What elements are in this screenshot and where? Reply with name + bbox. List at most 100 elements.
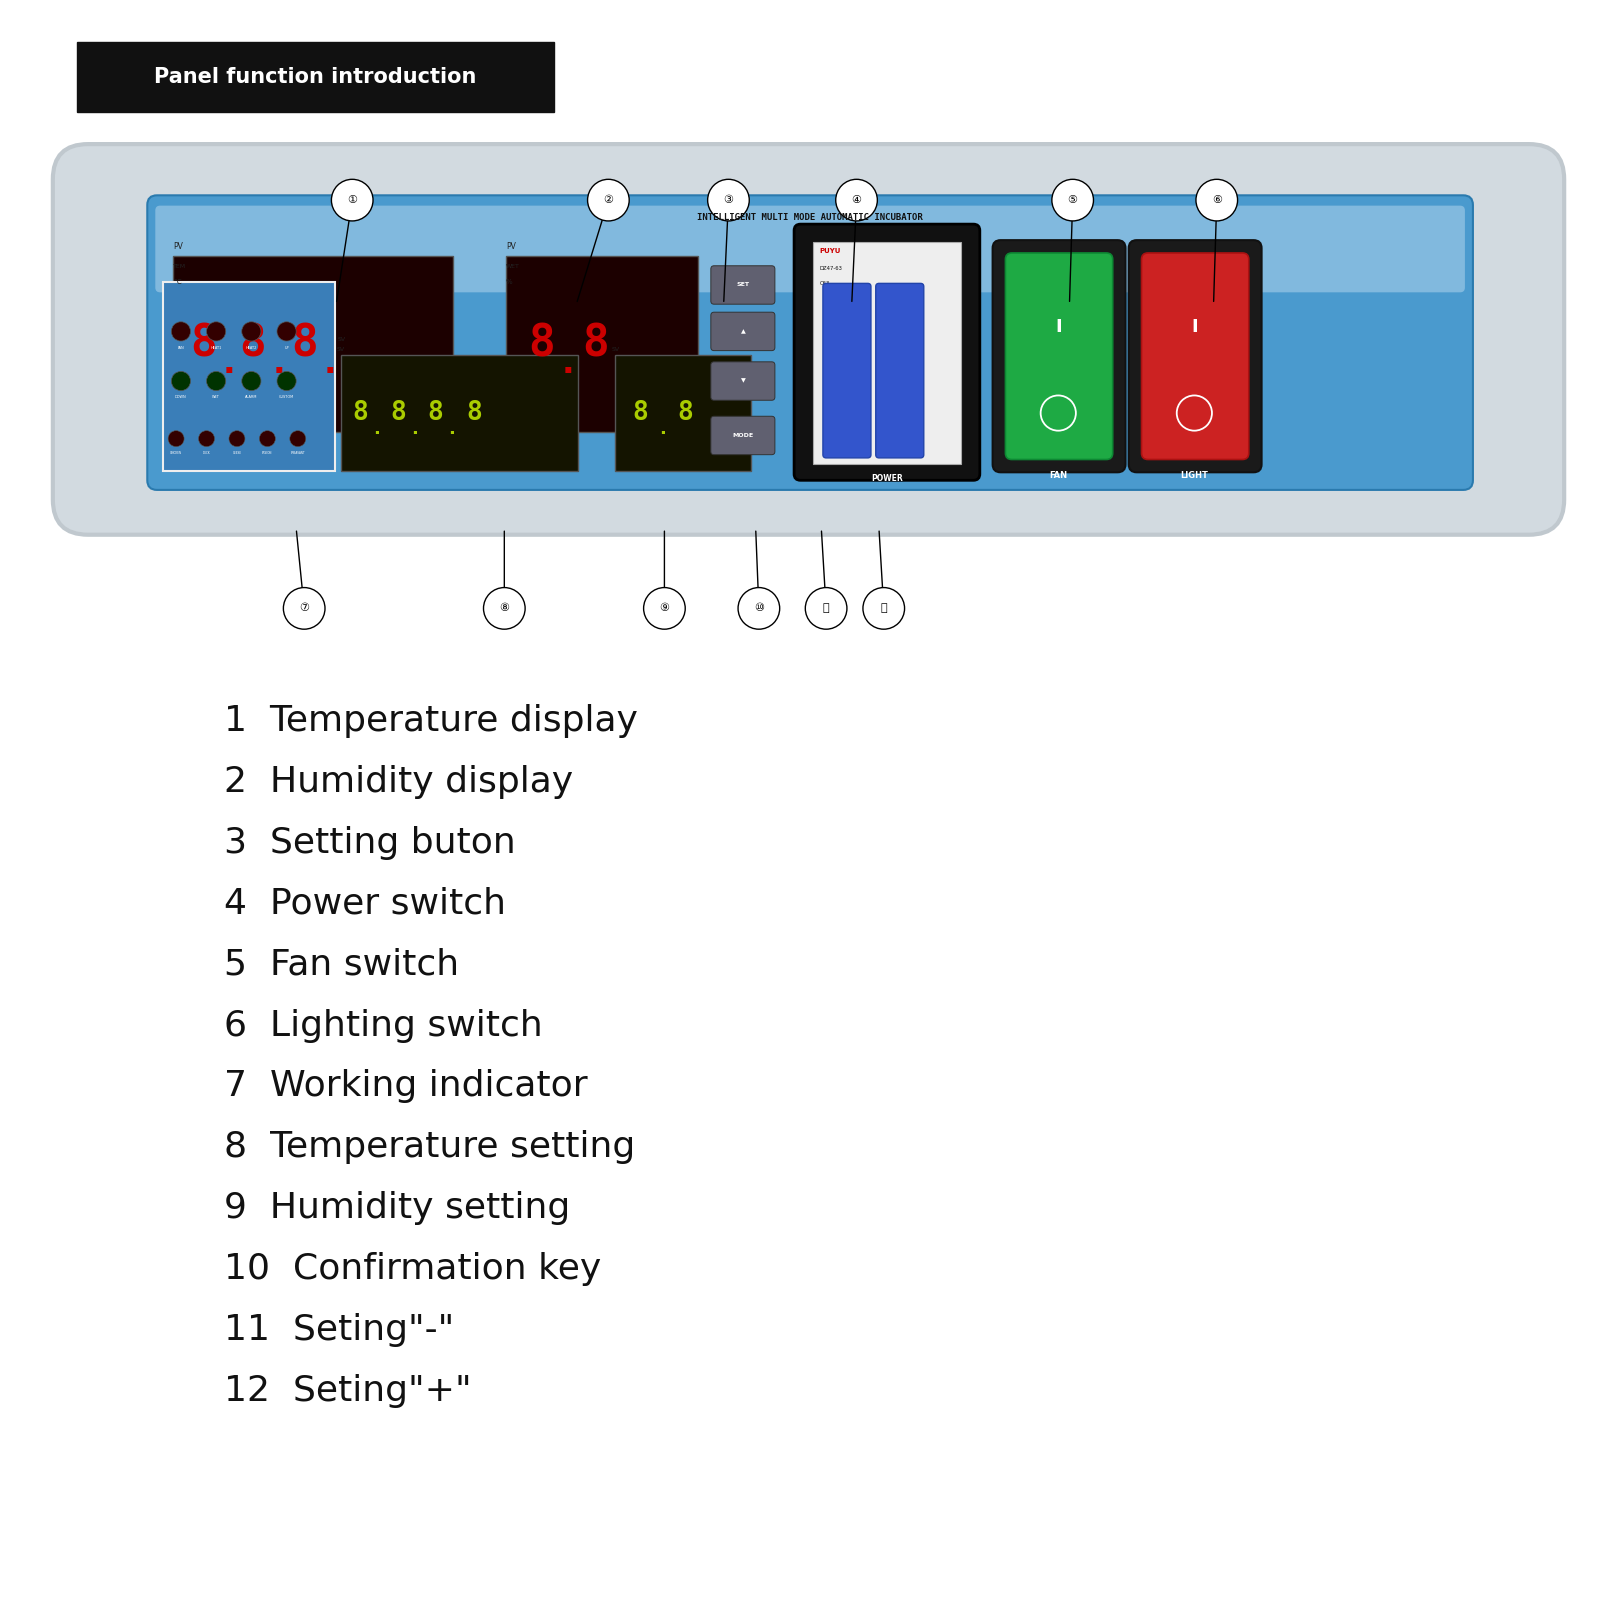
Text: PV: PV <box>506 242 516 251</box>
Text: ⑫: ⑫ <box>881 604 887 613</box>
Circle shape <box>863 588 905 629</box>
Text: 8: 8 <box>352 400 368 426</box>
Text: 8: 8 <box>528 323 554 365</box>
Text: 12  Seting"+": 12 Seting"+" <box>224 1374 472 1407</box>
Text: ⑪: ⑪ <box>823 604 829 613</box>
Circle shape <box>331 179 373 221</box>
Text: ⑨: ⑨ <box>660 604 669 613</box>
Circle shape <box>207 322 226 341</box>
FancyBboxPatch shape <box>993 240 1126 472</box>
FancyBboxPatch shape <box>711 416 775 455</box>
Text: .: . <box>562 347 575 379</box>
Circle shape <box>805 588 847 629</box>
Text: 8: 8 <box>291 323 317 365</box>
Text: WET: WET <box>213 395 219 399</box>
Text: 8: 8 <box>391 400 407 426</box>
Text: .: . <box>272 347 285 379</box>
FancyBboxPatch shape <box>506 256 698 432</box>
Text: .: . <box>323 347 336 379</box>
Text: .: . <box>660 419 666 439</box>
Text: 10  Confirmation key: 10 Confirmation key <box>224 1252 602 1286</box>
Text: SET: SET <box>736 282 749 288</box>
Circle shape <box>588 179 629 221</box>
Text: ②: ② <box>604 195 613 205</box>
Circle shape <box>242 371 261 391</box>
Circle shape <box>207 371 226 391</box>
Circle shape <box>644 588 685 629</box>
Text: PIGEON: PIGEON <box>263 451 272 455</box>
Circle shape <box>283 588 325 629</box>
Circle shape <box>168 431 184 447</box>
Text: 8: 8 <box>191 323 216 365</box>
Text: MODE: MODE <box>732 432 754 439</box>
Circle shape <box>1052 179 1093 221</box>
Text: 1  Temperature display: 1 Temperature display <box>224 704 639 738</box>
Text: DOWN: DOWN <box>175 395 187 399</box>
FancyBboxPatch shape <box>1005 253 1113 459</box>
Text: ALARM: ALARM <box>245 395 258 399</box>
Text: .: . <box>411 419 418 439</box>
Text: LIGHT: LIGHT <box>1180 471 1209 480</box>
Text: DZ47-63: DZ47-63 <box>820 266 842 272</box>
Text: 8: 8 <box>677 400 693 426</box>
Text: ▼: ▼ <box>741 378 744 384</box>
Text: 9  Humidity setting: 9 Humidity setting <box>224 1191 570 1225</box>
Text: UP: UP <box>285 346 288 349</box>
Text: HEAT2: HEAT2 <box>245 346 258 349</box>
Text: HEAT1: HEAT1 <box>210 346 223 349</box>
Text: 8: 8 <box>632 400 648 426</box>
Circle shape <box>484 588 525 629</box>
FancyBboxPatch shape <box>77 42 554 112</box>
Text: POWER: POWER <box>871 474 903 484</box>
Text: I: I <box>1055 317 1061 336</box>
Circle shape <box>171 322 191 341</box>
Text: 8: 8 <box>583 323 608 365</box>
Text: FAN: FAN <box>178 346 184 349</box>
Text: %: % <box>506 279 512 285</box>
Text: WET: WET <box>506 264 520 269</box>
Text: 8: 8 <box>427 400 443 426</box>
Text: .: . <box>373 419 379 439</box>
Text: .: . <box>448 419 455 439</box>
Text: ⑧: ⑧ <box>500 604 509 613</box>
Text: CUSTOM: CUSTOM <box>279 395 295 399</box>
Text: 3  Setting buton: 3 Setting buton <box>224 826 516 860</box>
Text: ①: ① <box>347 195 357 205</box>
Text: ⑦: ⑦ <box>299 604 309 613</box>
FancyBboxPatch shape <box>711 312 775 351</box>
Circle shape <box>836 179 877 221</box>
Text: ⑥: ⑥ <box>1212 195 1222 205</box>
Circle shape <box>708 179 749 221</box>
FancyBboxPatch shape <box>155 205 1465 293</box>
Text: PUYU: PUYU <box>820 248 841 255</box>
Text: SV: SV <box>612 347 620 352</box>
Text: 6  Lighting switch: 6 Lighting switch <box>224 1009 543 1042</box>
Text: SV: SV <box>338 336 346 343</box>
FancyBboxPatch shape <box>823 283 871 458</box>
Text: SV: SV <box>336 347 344 352</box>
FancyBboxPatch shape <box>876 283 924 458</box>
Text: 8: 8 <box>466 400 482 426</box>
Text: TEM: TEM <box>173 264 186 269</box>
FancyBboxPatch shape <box>147 195 1473 490</box>
Text: 11  Seting"-": 11 Seting"-" <box>224 1313 455 1346</box>
Text: 4  Power switch: 4 Power switch <box>224 887 506 921</box>
Text: ③: ③ <box>724 195 733 205</box>
FancyBboxPatch shape <box>711 362 775 400</box>
Circle shape <box>1196 179 1238 221</box>
Text: FAN: FAN <box>1049 471 1068 480</box>
FancyBboxPatch shape <box>173 256 453 432</box>
FancyBboxPatch shape <box>1129 240 1262 472</box>
Text: ⑩: ⑩ <box>754 604 764 613</box>
Text: PV: PV <box>173 242 183 251</box>
Circle shape <box>738 588 780 629</box>
Text: Panel function introduction: Panel function introduction <box>154 67 477 86</box>
Text: 8  Temperature setting: 8 Temperature setting <box>224 1130 636 1164</box>
Circle shape <box>277 371 296 391</box>
Circle shape <box>229 431 245 447</box>
Circle shape <box>259 431 275 447</box>
Text: .: . <box>223 347 235 379</box>
Circle shape <box>242 322 261 341</box>
Text: CHICKEN: CHICKEN <box>170 451 183 455</box>
FancyBboxPatch shape <box>341 355 578 471</box>
